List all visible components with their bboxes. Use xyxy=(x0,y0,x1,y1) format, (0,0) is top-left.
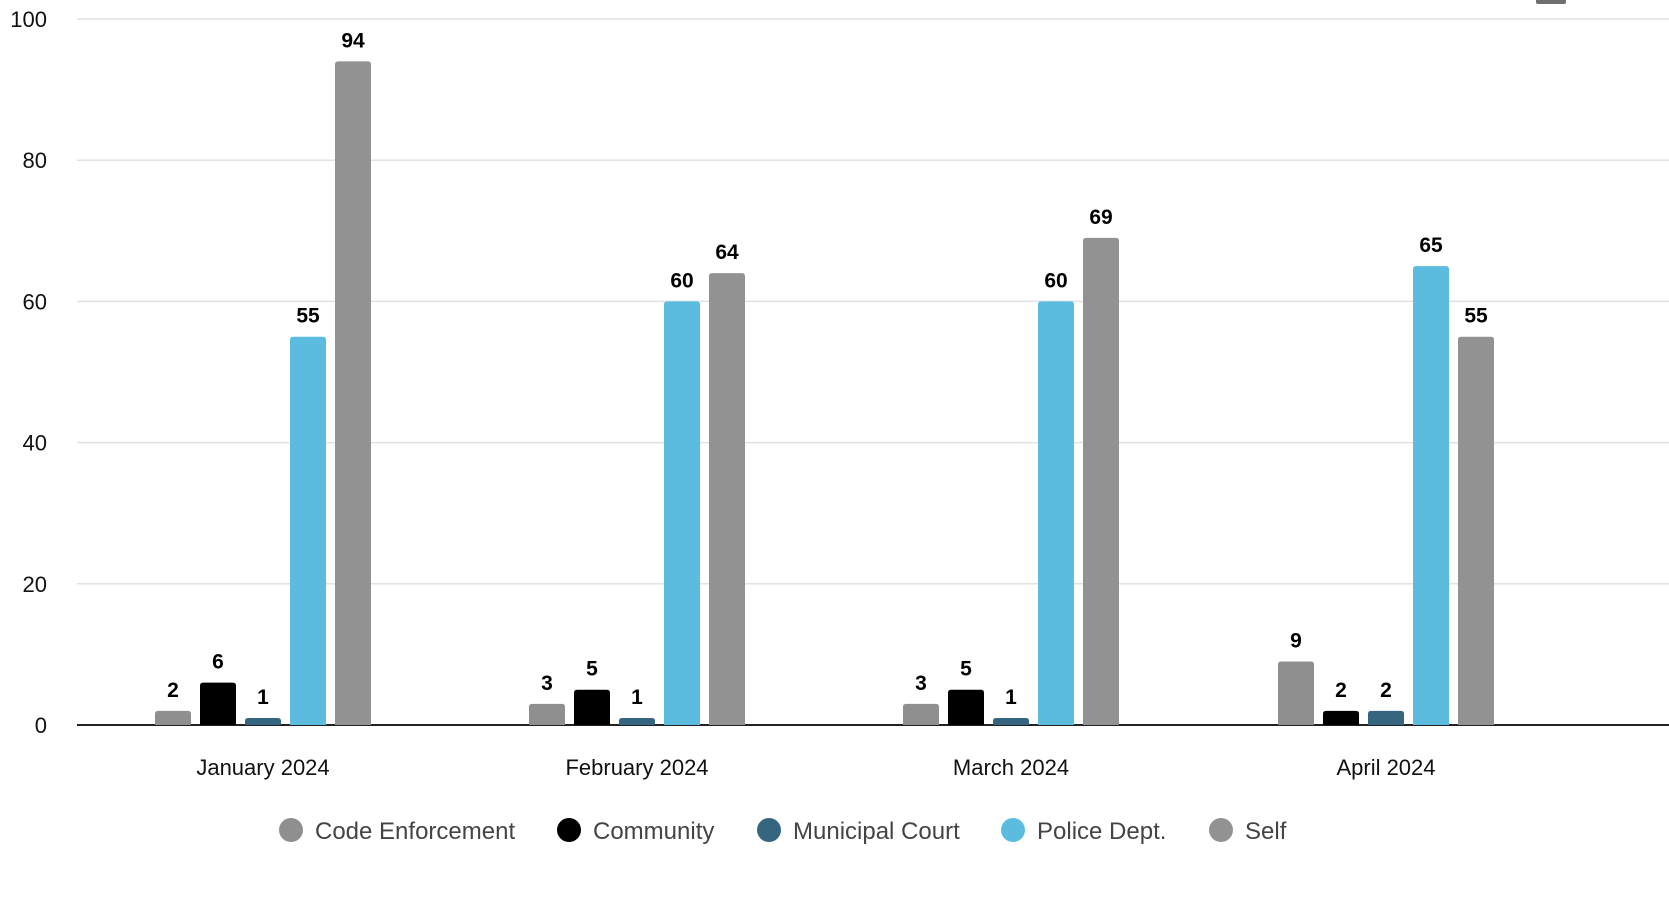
bar[interactable] xyxy=(245,717,281,725)
bar[interactable] xyxy=(574,689,610,725)
y-tick-label: 100 xyxy=(10,7,47,32)
bar[interactable] xyxy=(664,301,700,725)
bar[interactable] xyxy=(1038,301,1074,725)
bar[interactable] xyxy=(1368,710,1404,725)
bar-value-label: 2 xyxy=(167,679,179,702)
bar-value-label: 69 xyxy=(1089,206,1112,229)
bar-value-label: 55 xyxy=(296,305,320,328)
corner-menu[interactable] xyxy=(1536,0,1566,4)
legend: Code Enforcement Community Municipal Court… xyxy=(279,818,1287,845)
legend-swatch xyxy=(279,818,303,842)
x-tick-label: April 2024 xyxy=(1336,755,1435,780)
bar-value-label: 5 xyxy=(586,658,598,681)
bar-value-label: 94 xyxy=(341,29,365,52)
y-tick-label: 80 xyxy=(23,148,47,173)
bar[interactable] xyxy=(993,717,1029,725)
bar-value-label: 60 xyxy=(1044,269,1067,292)
x-tick-label: March 2024 xyxy=(953,755,1069,780)
bar[interactable] xyxy=(529,703,565,725)
y-tick-label: 60 xyxy=(23,289,47,314)
legend-label: Police Dept. xyxy=(1037,818,1166,845)
y-tick-label: 40 xyxy=(23,431,47,456)
bar[interactable] xyxy=(290,336,326,725)
bar[interactable] xyxy=(1083,237,1119,726)
legend-label: Self xyxy=(1245,818,1287,845)
bar-value-label: 55 xyxy=(1464,305,1488,328)
bar[interactable] xyxy=(155,710,191,725)
legend-item[interactable]: Community xyxy=(557,818,714,845)
legend-label: Municipal Court xyxy=(793,818,960,845)
bar-value-label: 1 xyxy=(257,686,269,709)
bar[interactable] xyxy=(1278,661,1314,725)
bar-value-label: 3 xyxy=(915,672,927,695)
legend-swatch xyxy=(1001,818,1025,842)
bar[interactable] xyxy=(619,717,655,725)
bar[interactable] xyxy=(903,703,939,725)
legend-item[interactable]: Municipal Court xyxy=(757,818,960,845)
legend-swatch xyxy=(557,818,581,842)
legend-label: Community xyxy=(593,818,714,845)
bar-value-label: 65 xyxy=(1419,234,1443,257)
bar-value-label: 9 xyxy=(1290,629,1302,652)
legend-swatch xyxy=(757,818,781,842)
bar[interactable] xyxy=(1458,336,1494,725)
legend-label: Code Enforcement xyxy=(315,818,515,845)
x-tick-label: January 2024 xyxy=(196,755,329,780)
x-axis: January 2024 February 2024 March 2024 April… xyxy=(196,755,1435,780)
y-axis: 0 20 40 60 80 100 xyxy=(10,7,47,738)
bar[interactable] xyxy=(1413,266,1449,725)
y-tick-label: 20 xyxy=(23,572,47,597)
plot-area xyxy=(155,61,1494,726)
bar[interactable] xyxy=(200,682,236,725)
bar-value-label: 1 xyxy=(1005,686,1017,709)
menu-icon[interactable] xyxy=(1536,0,1566,4)
bar-value-label: 60 xyxy=(670,269,693,292)
bar[interactable] xyxy=(1323,710,1359,725)
y-tick-label: 0 xyxy=(35,713,47,738)
bar-value-label: 64 xyxy=(715,241,739,264)
bar-value-label: 1 xyxy=(631,686,643,709)
legend-item[interactable]: Police Dept. xyxy=(1001,818,1166,845)
bar-value-label: 3 xyxy=(541,672,553,695)
bar-value-label: 2 xyxy=(1335,679,1347,702)
bar[interactable] xyxy=(335,61,371,726)
bar-value-label: 6 xyxy=(212,651,224,674)
bar-value-label: 5 xyxy=(960,658,972,681)
legend-item[interactable]: Self xyxy=(1209,818,1287,845)
bar-value-label: 2 xyxy=(1380,679,1392,702)
legend-item[interactable]: Code Enforcement xyxy=(279,818,515,845)
bar[interactable] xyxy=(709,273,745,725)
x-tick-label: February 2024 xyxy=(565,755,708,780)
bar[interactable] xyxy=(948,689,984,725)
legend-swatch xyxy=(1209,818,1233,842)
